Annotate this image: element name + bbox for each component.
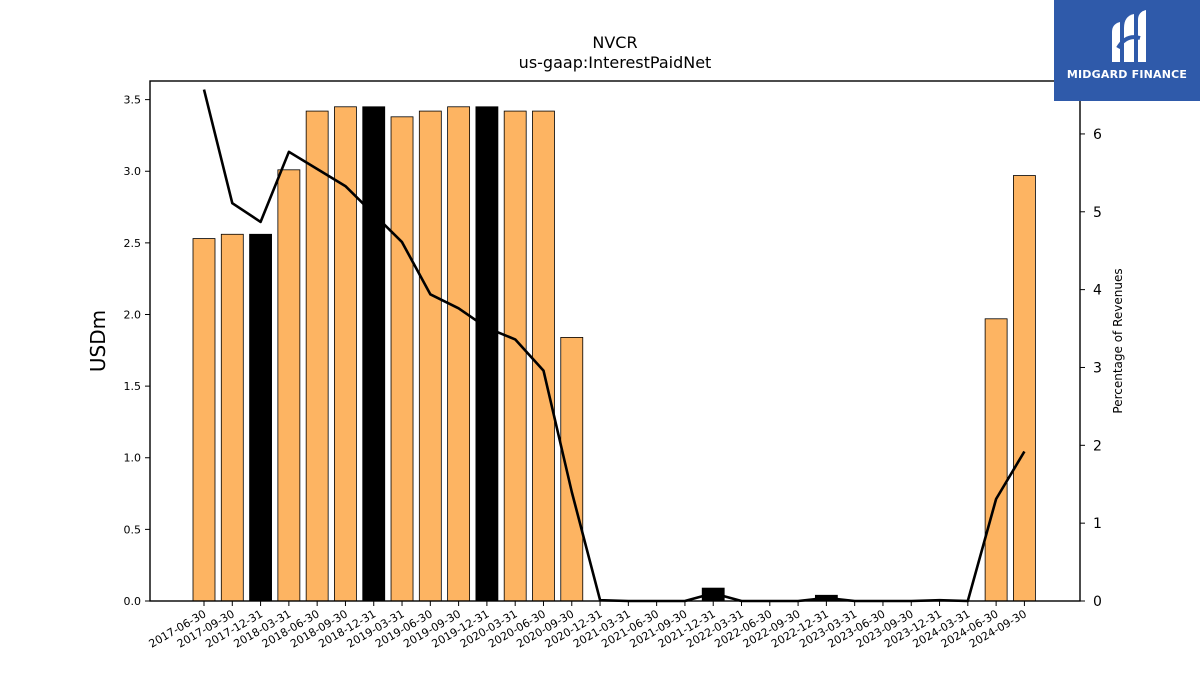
bar [532,110,555,602]
y-tick-label: 1.5 [124,380,142,393]
midgard-finance-logo: MIDGARD FINANCE [1054,0,1200,101]
y2-tick-label: 2 [1093,438,1102,454]
chart-subtitle: us-gaap:InterestPaidNet [519,53,712,72]
logo-text: MIDGARD FINANCE [1066,68,1188,81]
bar [418,110,442,602]
logo-mark-icon [1112,10,1146,62]
bar [277,169,301,602]
y-tick-label: 2.5 [124,237,142,250]
bar [1013,175,1036,602]
y-tick-label: 2.0 [124,308,142,321]
y2-tick-label: 1 [1093,516,1102,532]
bar [249,233,272,602]
bar [220,233,244,602]
bar [560,337,584,602]
y2-tick-label: 4 [1093,283,1102,299]
bar [192,238,216,602]
y-axis-label: USDm [86,310,110,372]
y2-tick-label: 5 [1093,205,1102,221]
bar [984,318,1008,602]
y-tick-label: 3.5 [124,94,142,107]
bar [305,110,329,602]
y-tick-label: 0.0 [124,595,142,608]
plot-frame [149,80,1081,602]
bar [362,106,386,602]
y2-tick-label: 6 [1093,127,1102,143]
y2-tick-label: 3 [1093,360,1102,376]
y-tick-label: 0.5 [124,523,142,536]
y2-axis-label: Percentage of Revenues [1111,268,1125,413]
bar [447,106,471,602]
bar [503,110,527,602]
bars-layer [192,106,1036,602]
bar [475,106,499,602]
y-tick-label: 1.0 [124,452,142,465]
y-tick-label: 3.0 [124,165,142,178]
chart-title: NVCR [592,33,637,52]
bar [390,116,414,602]
y2-tick-label: 0 [1093,594,1102,610]
